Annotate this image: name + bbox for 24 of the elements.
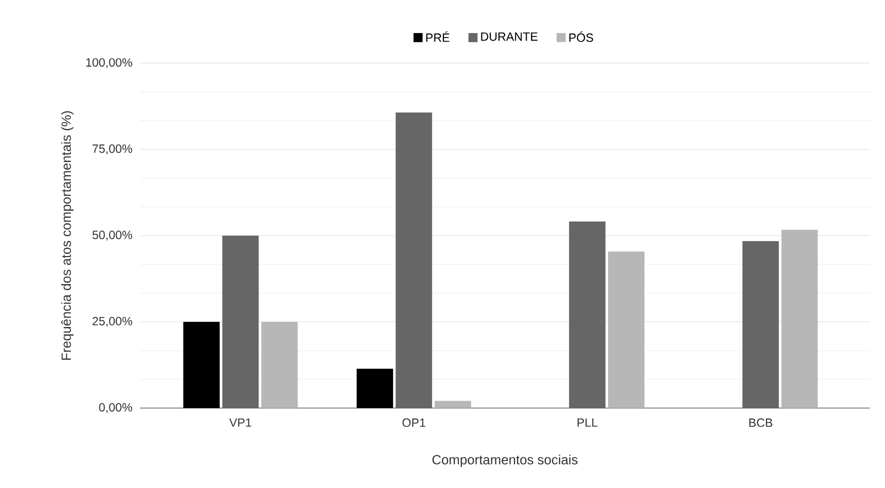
bar — [183, 322, 220, 408]
y-tick-label: 50,00% — [92, 230, 132, 240]
legend-label: DURANTE — [481, 32, 538, 41]
legend-label: PRÉ — [426, 31, 450, 42]
bar — [222, 235, 259, 408]
bar — [608, 251, 644, 408]
y-axis-title: Frequência dos atos comportamentais (%) — [61, 111, 74, 360]
x-tick-label: VP1 — [229, 418, 252, 427]
y-tick-label: 75,00% — [92, 144, 132, 154]
bar — [434, 400, 472, 408]
y-tick-label: 0,00% — [99, 403, 132, 413]
y-tick-label: 100,00% — [86, 58, 132, 68]
y-tick-label: 25,00% — [92, 316, 132, 327]
x-tick-label: PLL — [578, 418, 598, 427]
bar — [781, 230, 818, 408]
bar — [742, 241, 779, 408]
bar — [569, 221, 606, 408]
x-tick-label: BCB — [749, 418, 772, 427]
x-axis-title: Comportamentos sociais — [432, 454, 578, 467]
x-tick-label: OP1 — [402, 418, 426, 427]
legend-label: PÓS — [569, 31, 594, 42]
bar — [396, 112, 432, 408]
bar — [261, 322, 298, 408]
bar — [356, 368, 394, 408]
